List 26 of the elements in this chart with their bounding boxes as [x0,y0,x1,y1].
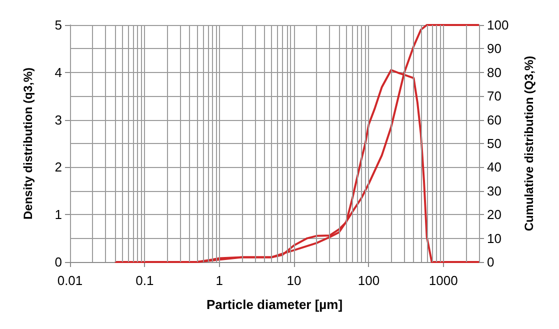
y2-tick-label: 10 [487,230,502,246]
y-axis-title: Density distribution (q3,%) [21,67,35,220]
y2-tick-label: 0 [487,254,494,270]
y2-tick-label: 30 [487,183,502,198]
x-axis-title: Particle diameter [µm] [206,297,343,312]
x-tick-label: 0.1 [136,273,154,288]
x-tick-label: 1 [216,273,223,288]
y2-tick-label: 100 [487,18,509,32]
y-tick-label: 1 [54,207,62,222]
y2-tick-label: 70 [487,88,502,104]
y2-tick-label: 20 [487,207,502,222]
y2-axis-title: Cumulative distribution (Q3,%) [522,56,536,232]
y2-tick-label: 60 [487,112,502,128]
y-tick-label: 2 [54,160,62,175]
x-tick-label: 0.01 [57,273,83,288]
x-tick-label: 10 [286,273,302,288]
y2-tick-label: 80 [487,64,502,80]
y-tick-label: 4 [54,64,62,80]
y2-tick-label: 40 [487,160,502,175]
x-tick-label: 100 [358,273,380,288]
y2-tick-label: 90 [487,41,502,56]
y-tick-label: 3 [54,112,62,128]
y2-tick-label: 50 [487,136,502,151]
y-tick-label: 5 [54,18,62,32]
x-tick-label: 1000 [428,273,458,288]
y-tick-label: 0 [54,254,62,270]
